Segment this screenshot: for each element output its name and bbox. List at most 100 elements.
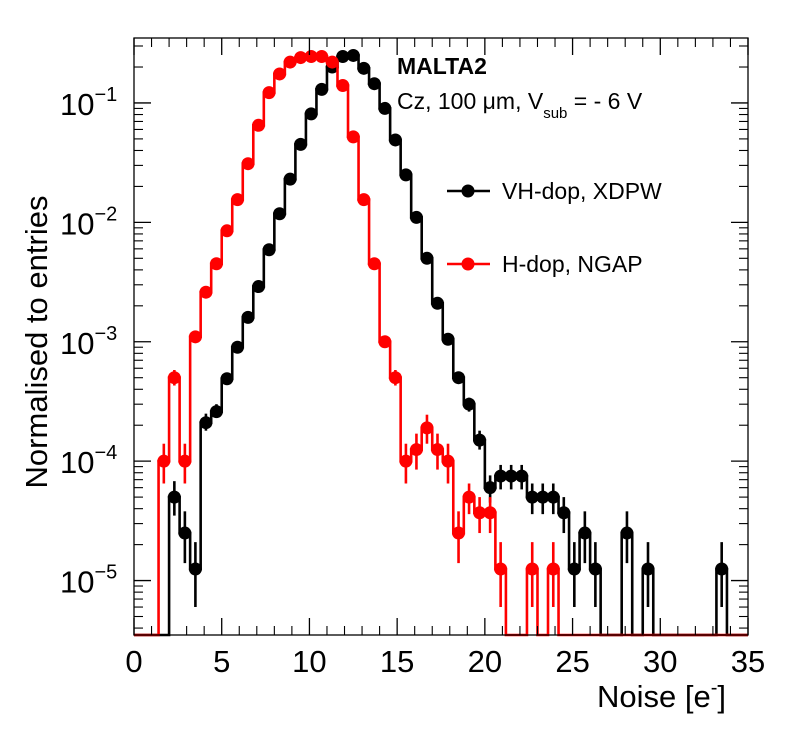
x-tick-label: 15 xyxy=(380,644,414,679)
data-point xyxy=(294,51,308,65)
data-point xyxy=(231,340,245,354)
x-tick-label: 25 xyxy=(555,644,589,679)
data-point xyxy=(346,130,360,144)
annotation-conditions: Cz, 100 μm, Vsub = - 6 V xyxy=(397,88,643,122)
data-point xyxy=(504,469,518,483)
data-point xyxy=(283,172,297,186)
x-axis-title: Noise [e-] xyxy=(597,677,726,714)
data-point xyxy=(546,562,560,576)
data-point xyxy=(178,526,192,540)
data-point xyxy=(715,562,729,576)
x-tick-label: 5 xyxy=(213,644,230,679)
data-point xyxy=(430,296,444,310)
y-tick-label: 10−4 xyxy=(60,442,117,480)
data-point xyxy=(209,405,223,419)
data-point xyxy=(304,49,318,63)
data-point xyxy=(357,193,371,207)
data-point xyxy=(409,443,423,457)
data-point xyxy=(209,257,223,271)
data-point xyxy=(336,79,350,93)
y-tick-label: 10−1 xyxy=(60,84,117,122)
data-point xyxy=(462,397,476,411)
data-point xyxy=(515,469,529,483)
data-point xyxy=(557,506,571,520)
legend-entry-h-dop: H-dop, NGAP xyxy=(447,251,643,277)
data-point xyxy=(441,332,455,346)
legend-label-vh-dop: VH-dop, XDPW xyxy=(502,178,662,204)
data-point xyxy=(546,490,560,504)
data-point xyxy=(494,562,508,576)
data-point xyxy=(430,443,444,457)
data-point xyxy=(167,371,181,385)
data-point xyxy=(462,490,476,504)
data-point xyxy=(325,55,339,69)
y-tick-label: 10−3 xyxy=(60,323,117,361)
data-point xyxy=(525,562,539,576)
data-point xyxy=(252,118,266,132)
data-point xyxy=(536,490,550,504)
x-axis-ticks: 0 5 10 15 20 25 30 35 xyxy=(125,38,765,679)
data-point xyxy=(220,372,234,386)
data-point xyxy=(367,77,381,91)
data-point xyxy=(441,454,455,468)
data-point xyxy=(357,61,371,75)
data-point xyxy=(420,251,434,265)
y-tick-label: 10−2 xyxy=(60,203,117,241)
data-point xyxy=(231,193,245,207)
y-tick-label: 10−5 xyxy=(60,562,117,600)
data-point xyxy=(409,210,423,224)
data-point xyxy=(588,562,602,576)
data-point xyxy=(388,371,402,385)
annotation-title: MALTA2 xyxy=(397,53,487,79)
x-tick-label: 35 xyxy=(731,644,765,679)
data-point xyxy=(336,49,350,63)
data-point xyxy=(199,416,213,430)
data-point xyxy=(188,562,202,576)
data-point xyxy=(315,49,329,63)
data-point xyxy=(378,335,392,349)
legend-entry-vh-dop: VH-dop, XDPW xyxy=(447,178,662,204)
data-point xyxy=(241,310,255,324)
data-point xyxy=(262,86,276,100)
data-point xyxy=(188,330,202,344)
data-point xyxy=(473,433,487,447)
data-point xyxy=(567,562,581,576)
data-point xyxy=(399,168,413,182)
data-point xyxy=(220,224,234,238)
series-0 xyxy=(134,48,748,637)
x-tick-label: 0 xyxy=(125,644,142,679)
legend-marker-vh-dop xyxy=(461,184,475,198)
data-point xyxy=(473,506,487,520)
legend-label-h-dop: H-dop, NGAP xyxy=(502,251,643,277)
x-tick-label: 30 xyxy=(643,644,677,679)
data-point xyxy=(199,285,213,299)
legend-marker-h-dop xyxy=(461,257,475,271)
data-point xyxy=(157,454,171,468)
data-point xyxy=(315,82,329,96)
data-point xyxy=(241,157,255,171)
x-tick-label: 10 xyxy=(292,644,326,679)
x-tick-label: 20 xyxy=(468,644,502,679)
data-point xyxy=(378,101,392,115)
data-point xyxy=(273,207,287,221)
data-point xyxy=(494,469,508,483)
data-point xyxy=(578,526,592,540)
data-point xyxy=(283,55,297,69)
data-point xyxy=(641,562,655,576)
data-point xyxy=(388,133,402,147)
data-point xyxy=(483,506,497,520)
data-point xyxy=(367,257,381,271)
y-axis-ticks: 10−5 10−4 10−3 10−2 10−1 xyxy=(60,45,748,629)
plot-frame xyxy=(133,37,749,636)
legend: VH-dop, XDPW H-dop, NGAP xyxy=(447,178,662,277)
data-point xyxy=(346,48,360,62)
data-point xyxy=(525,490,539,504)
data-point xyxy=(620,526,634,540)
data-point xyxy=(420,421,434,435)
data-point xyxy=(167,490,181,504)
data-point xyxy=(262,243,276,257)
data-point xyxy=(452,526,466,540)
y-axis-title: Normalised to entries xyxy=(19,196,54,489)
data-point xyxy=(304,107,318,121)
